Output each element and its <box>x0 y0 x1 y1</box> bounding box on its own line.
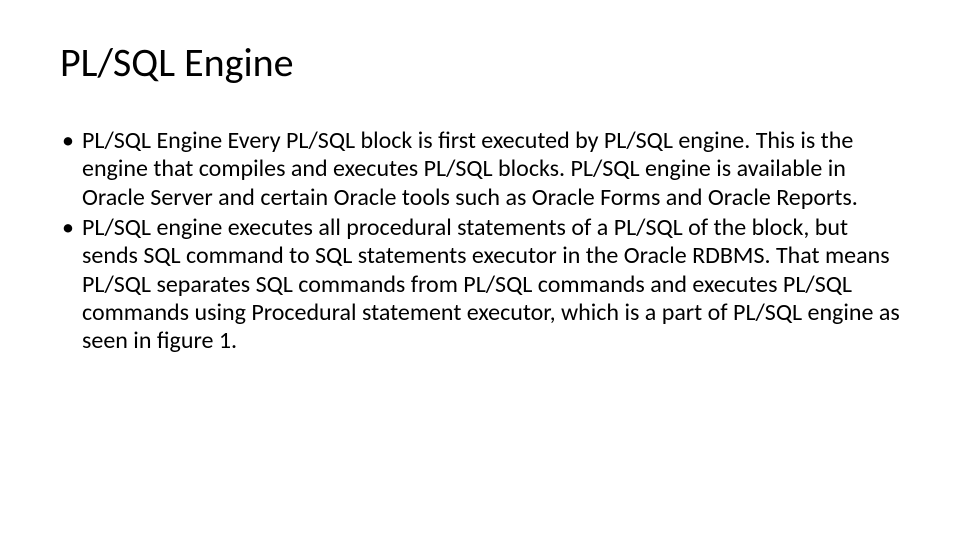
bullet-item: • PL/SQL engine executes all procedural … <box>60 214 900 356</box>
slide-body: • PL/SQL Engine Every PL/SQL block is fi… <box>60 127 900 356</box>
bullet-text: PL/SQL Engine Every PL/SQL block is firs… <box>82 127 900 212</box>
bullet-text: PL/SQL engine executes all procedural st… <box>82 214 900 356</box>
slide: PL/SQL Engine • PL/SQL Engine Every PL/S… <box>0 0 960 540</box>
bullet-dot-icon: • <box>60 127 82 212</box>
bullet-item: • PL/SQL Engine Every PL/SQL block is fi… <box>60 127 900 212</box>
bullet-dot-icon: • <box>60 214 82 356</box>
slide-title: PL/SQL Engine <box>60 38 900 87</box>
